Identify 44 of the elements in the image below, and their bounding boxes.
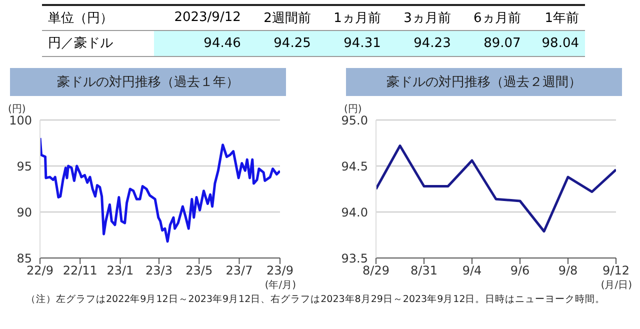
x-tick-label: 9/12 bbox=[602, 264, 630, 278]
data-label: 94.25 bbox=[246, 30, 317, 56]
x-tick-label: 22/9 bbox=[26, 264, 54, 278]
x-axis-title: (月/日) bbox=[600, 279, 632, 292]
category-label: 3ヵ月前 bbox=[402, 10, 452, 28]
category-label: 1年前 bbox=[544, 10, 580, 28]
text: 単位（円） bbox=[47, 10, 114, 28]
y-tick-label: 95.0 bbox=[341, 113, 368, 128]
y-tick-label: 95 bbox=[16, 159, 32, 174]
y-tick-label: 85 bbox=[16, 251, 32, 266]
line-series bbox=[40, 136, 280, 243]
text: （注）左グラフは2022年9月12日～2023年9月12日、右グラフは2023年8月29日～2023年9月12日。日時はニューヨーク時間。 bbox=[26, 293, 606, 306]
x-tick-label: 9/4 bbox=[462, 264, 482, 278]
line-series bbox=[376, 144, 616, 233]
x-tick-label: 23/5 bbox=[186, 264, 213, 278]
data-label: 94.46 bbox=[154, 30, 247, 56]
data-label: 94.23 bbox=[386, 30, 457, 56]
y-axis-title: (円) bbox=[344, 103, 362, 116]
data-label: 89.07 bbox=[456, 30, 527, 56]
y-tick-label: 94.5 bbox=[341, 159, 368, 174]
y-axis-title: (円) bbox=[8, 103, 26, 116]
data-label: 94.31 bbox=[316, 30, 387, 56]
y-tick-label: 90 bbox=[16, 205, 32, 220]
x-tick-label: 23/1 bbox=[106, 264, 134, 278]
x-tick-label: 23/7 bbox=[226, 264, 253, 278]
x-tick-label: 9/6 bbox=[510, 264, 530, 278]
category-label: 1ヵ月前 bbox=[332, 10, 382, 28]
x-tick-label: 23/9 bbox=[266, 264, 294, 278]
y-tick-label: 93.5 bbox=[341, 251, 368, 266]
x-tick-label: 22/11 bbox=[62, 264, 98, 278]
x-tick-label: 8/29 bbox=[362, 264, 390, 278]
text: 円／豪ドル bbox=[47, 35, 114, 53]
y-tick-label: 100 bbox=[9, 113, 32, 128]
x-tick-label: 9/8 bbox=[558, 264, 578, 278]
category-label: 2週間前 bbox=[262, 10, 312, 28]
y-tick-label: 94.0 bbox=[341, 205, 368, 220]
chart-title: 豪ドルの対円推移（過去１年） bbox=[10, 68, 286, 96]
category-label: 2023/9/12 bbox=[173, 9, 242, 28]
x-tick-label: 8/31 bbox=[410, 264, 438, 278]
chart-title: 豪ドルの対円推移（過去２週間） bbox=[346, 68, 622, 96]
category-label: 6ヵ月前 bbox=[472, 10, 522, 28]
x-axis-title: (年/月) bbox=[264, 279, 296, 292]
data-label: 98.04 bbox=[526, 30, 585, 56]
x-tick-label: 23/3 bbox=[146, 264, 172, 278]
